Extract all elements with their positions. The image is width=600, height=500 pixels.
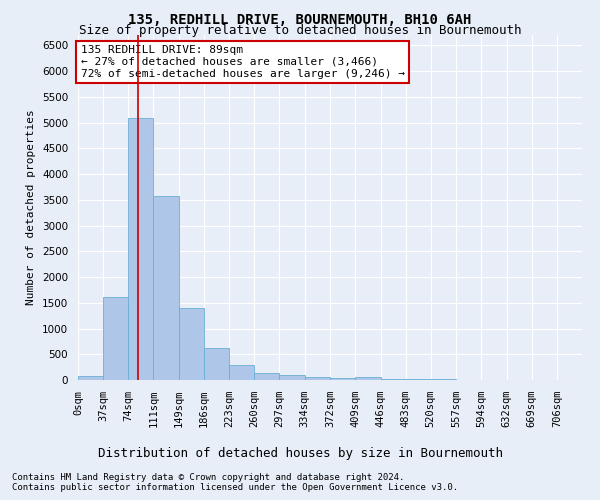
Bar [280,376,305,380]
Bar [355,377,380,380]
Bar [305,377,331,380]
Text: 135 REDHILL DRIVE: 89sqm
← 27% of detached houses are smaller (3,466)
72% of sem: 135 REDHILL DRIVE: 89sqm ← 27% of detach… [80,46,404,78]
Bar [103,296,128,380]
Bar [204,348,229,380]
Text: 135, REDHILL DRIVE, BOURNEMOUTH, BH10 6AH: 135, REDHILL DRIVE, BOURNEMOUTH, BH10 6A… [128,12,472,26]
Text: Distribution of detached houses by size in Bournemouth: Distribution of detached houses by size … [97,448,503,460]
Bar [78,376,103,380]
Bar [380,379,406,380]
Bar [406,379,431,380]
Bar [331,378,355,380]
Bar [254,373,280,380]
Text: Size of property relative to detached houses in Bournemouth: Size of property relative to detached ho… [79,24,521,37]
Bar [179,308,204,380]
Text: Contains public sector information licensed under the Open Government Licence v3: Contains public sector information licen… [12,484,458,492]
Text: Contains HM Land Registry data © Crown copyright and database right 2024.: Contains HM Land Registry data © Crown c… [12,474,404,482]
Bar [153,196,179,380]
Bar [229,364,254,380]
Bar [128,118,153,380]
Y-axis label: Number of detached properties: Number of detached properties [26,110,37,306]
